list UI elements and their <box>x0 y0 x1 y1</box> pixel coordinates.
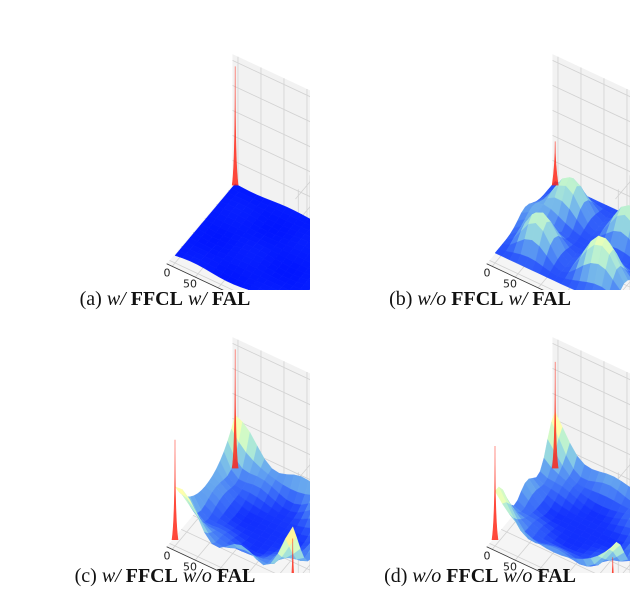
x-tick-label: 50 <box>503 560 517 573</box>
peak-spike <box>491 445 499 541</box>
surface-patch <box>627 261 630 267</box>
peak-spike <box>551 361 559 469</box>
x-axis-line <box>486 546 544 573</box>
peak-spike <box>551 141 559 186</box>
surface-patch <box>628 230 630 241</box>
caption-a: (a) w/ FFCL w/ FAL <box>79 288 251 310</box>
grid-line <box>232 135 310 275</box>
grid-line <box>232 368 310 508</box>
grid-line <box>169 260 234 290</box>
caption-b: (b) w/o FFCL w/ FAL <box>389 288 571 310</box>
x-axis-line <box>166 546 224 573</box>
grid-line <box>232 418 310 558</box>
surface-patch <box>609 279 621 290</box>
grid-line <box>552 85 630 225</box>
surface-patch <box>285 526 297 547</box>
subplot-c: 0501001502002500501001502002500.20.40.60… <box>10 298 310 573</box>
surface-patch <box>627 532 630 537</box>
back-pane <box>232 54 310 222</box>
surface-plot-d: 0501001502002500501001502002500.20.40.60… <box>484 337 630 573</box>
x-tick-label: 0 <box>164 550 171 563</box>
peak-spike <box>291 538 294 573</box>
surface-patch <box>307 277 310 281</box>
grid-line <box>501 529 596 573</box>
x-tick-label: 100 <box>203 571 224 573</box>
grid-line <box>552 160 630 290</box>
subplot-b: 0501001502002500501001502002500.20.40.60… <box>330 15 630 290</box>
surface-patch <box>628 505 630 510</box>
surface-patch <box>307 542 310 546</box>
grid-line <box>232 110 310 250</box>
grid-line <box>489 543 554 573</box>
x-axis-line <box>486 263 544 290</box>
x-tick-label: 100 <box>523 288 544 290</box>
grid-line <box>232 60 310 200</box>
grid-line <box>232 393 310 533</box>
x-tick-label: 0 <box>484 267 491 280</box>
grid-line <box>232 85 310 225</box>
grid-line <box>552 343 630 483</box>
grid-line <box>552 368 630 508</box>
surface-patch <box>307 532 310 537</box>
surface-patch <box>257 287 266 290</box>
surface-patch <box>628 517 630 521</box>
surface-patch <box>307 549 310 554</box>
peak-spike <box>231 349 239 469</box>
surface-patch <box>600 286 607 290</box>
surface-patch <box>308 514 310 520</box>
grid-line <box>552 418 630 558</box>
grid-line <box>232 443 310 573</box>
x-tick-label: 50 <box>183 560 197 573</box>
x-axis-line <box>166 263 224 290</box>
subplot-a: 0501001502002500501001502002500.20.40.60… <box>10 15 310 290</box>
grid-line <box>552 393 630 533</box>
grid-line <box>181 529 276 573</box>
x-tick-label: 50 <box>183 277 197 290</box>
grid-line <box>552 443 630 573</box>
surface-plot-b: 0501001502002500501001502002500.20.40.60… <box>484 54 630 290</box>
x-tick-label: 100 <box>523 571 544 573</box>
grid-line <box>552 60 630 200</box>
surface-patch <box>300 284 310 290</box>
caption-c: (c) w/ FFCL w/o FAL <box>74 565 256 587</box>
surface-patch <box>278 286 290 290</box>
peak-spike <box>611 557 614 573</box>
surface-patch <box>627 543 630 546</box>
grid-line <box>489 260 554 290</box>
grid-line <box>232 343 310 483</box>
surface-plot-a: 0501001502002500501001502002500.20.40.60… <box>164 54 310 290</box>
x-tick-label: 0 <box>164 267 171 280</box>
x-tick-label: 50 <box>503 277 517 290</box>
peak-spike <box>231 66 239 186</box>
grid-line <box>552 135 630 275</box>
x-tick-label: 0 <box>484 550 491 563</box>
surface-patch <box>605 542 617 553</box>
grid-line <box>169 543 234 573</box>
grid-line <box>232 160 310 290</box>
caption-d: (d) w/o FFCL w/o FAL <box>384 565 576 587</box>
surface-patch <box>267 286 278 290</box>
surface-patch <box>308 500 310 504</box>
x-tick-label: 100 <box>203 288 224 290</box>
peak-spike <box>171 439 179 541</box>
subplot-d: 0501001502002500501001502002500.20.40.60… <box>330 298 630 573</box>
surface-plot-c: 0501001502002500501001502002500.20.40.60… <box>164 337 310 573</box>
surface-patch <box>299 288 304 290</box>
surface-patch <box>627 551 630 557</box>
grid-line <box>552 110 630 250</box>
